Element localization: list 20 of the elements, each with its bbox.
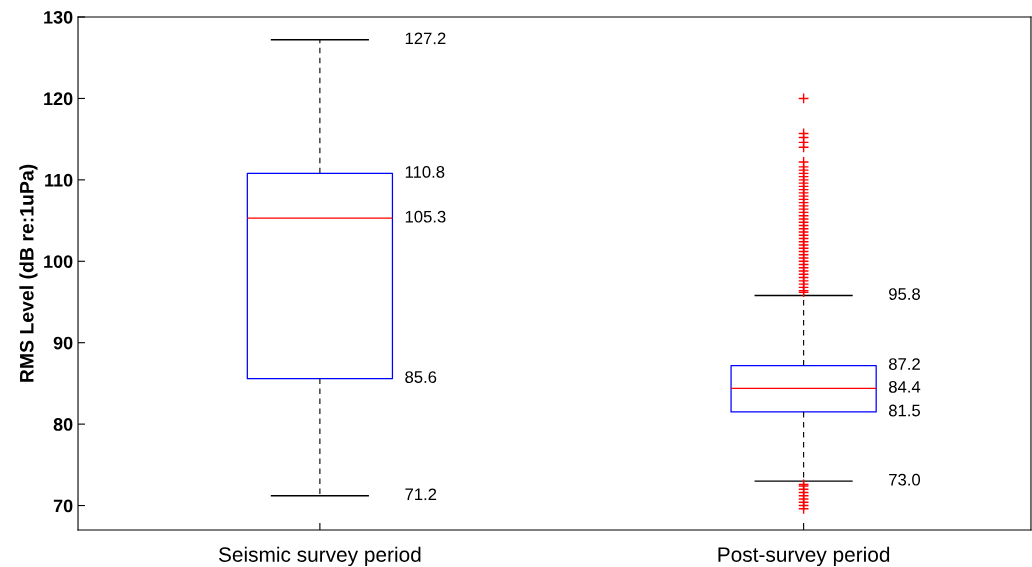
annotation: 84.4	[888, 380, 921, 393]
annotation: 71.2	[405, 488, 437, 501]
y-tick-label: 90	[53, 336, 73, 350]
annotation: 110.8	[405, 166, 445, 178]
y-tick-label: 80	[53, 418, 73, 431]
y-tick-label: 110	[45, 173, 73, 187]
annotation: 127.2	[405, 32, 446, 45]
y-tick-label: 130	[44, 10, 73, 24]
x-tick-label: Seismic survey period	[218, 546, 421, 567]
y-tick-label: 120	[44, 92, 73, 106]
x-tick-label: Post-survey period	[718, 546, 890, 567]
annotation: 87.2	[888, 358, 920, 370]
y-tick-label: 70	[53, 499, 73, 513]
annotation: 95.8	[889, 288, 920, 300]
y-tick-label: 100	[44, 255, 73, 268]
y-axis-title: RMS Level (dB re:1uPa)	[19, 164, 38, 382]
annotation: 85.6	[405, 371, 437, 383]
annotation: 105.3	[405, 210, 446, 223]
annotation: 73.0	[889, 473, 921, 486]
annotation: 81.5	[888, 404, 921, 417]
